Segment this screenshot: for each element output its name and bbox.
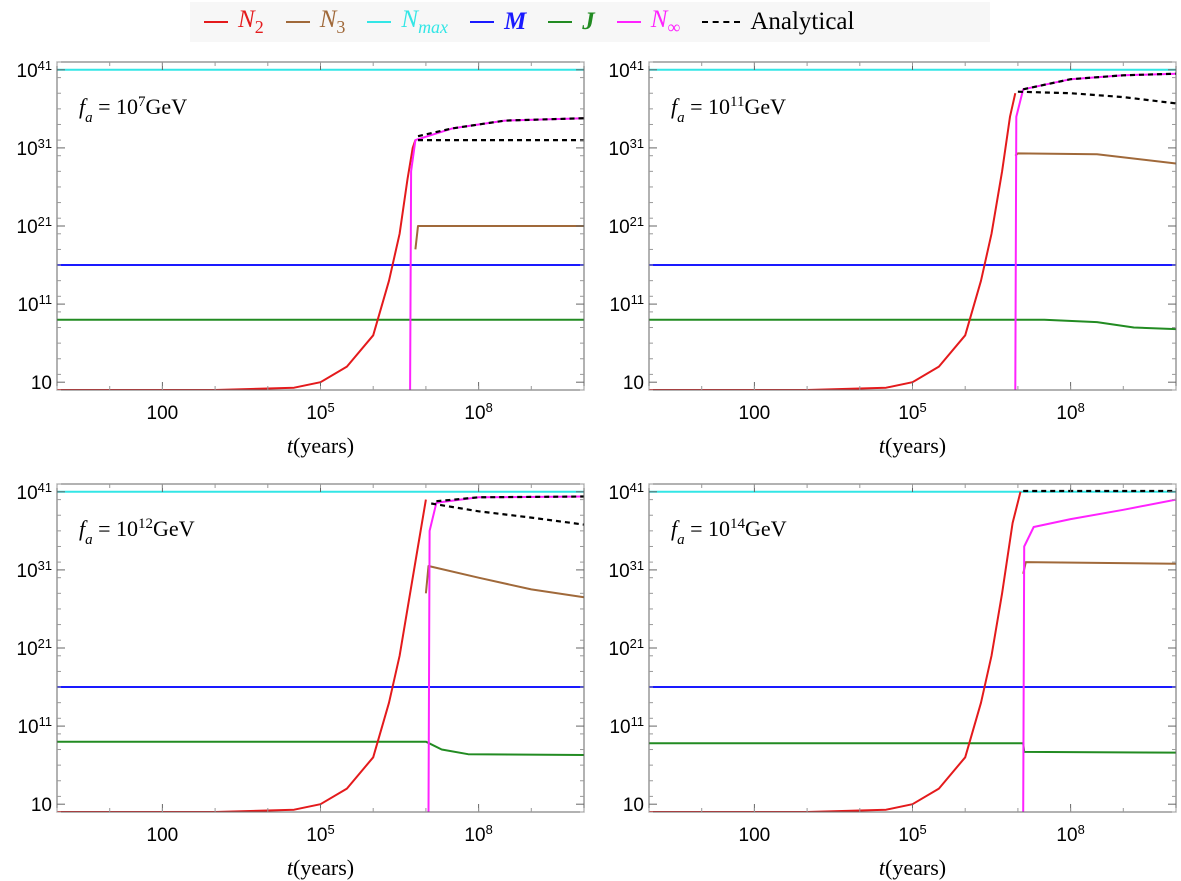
panel-annotation: fa = 1012GeV (79, 516, 195, 548)
series-line-J (57, 740, 584, 756)
series-line-N∞ (1022, 498, 1176, 812)
series-line-N∞ (1014, 72, 1176, 390)
series-line-Analytical (436, 495, 584, 503)
series-line-N₃ (1022, 561, 1176, 575)
legend-label: Analytical (750, 8, 855, 35)
x-tick-label: 105 (898, 400, 926, 425)
x-tick-label: 100 (739, 403, 771, 424)
chart-panel-3: 10 1011 1021 1031 1041 100 105 108 t(years) fa = … (609, 479, 1177, 880)
y-tick-label: 10 (623, 373, 644, 394)
x-tick-label: 100 (147, 403, 179, 424)
y-tick-label: 1031 (609, 557, 645, 582)
series-line-N₂ (649, 92, 1017, 390)
y-tick-label: 10 (623, 795, 644, 816)
x-axis-label: t(years) (287, 855, 354, 880)
legend-item-1: N3 (285, 6, 346, 38)
legend-label: M (504, 8, 527, 35)
x-tick-label: 100 (739, 825, 771, 846)
panel-annotation: fa = 1014GeV (671, 516, 787, 548)
panel-annotation: fa = 107GeV (79, 94, 187, 126)
legend-swatch (702, 21, 741, 23)
x-tick-label: 108 (1056, 822, 1084, 847)
series-line-Analytical (431, 502, 584, 526)
series-line-N₂ (57, 499, 427, 812)
y-tick-label: 1031 (609, 135, 645, 160)
legend-swatch (285, 21, 310, 23)
legend-item-6: Analytical (702, 8, 854, 36)
y-tick-label: 10 (31, 795, 52, 816)
x-tick-label: 108 (464, 400, 492, 425)
x-axis-label: t(years) (879, 433, 946, 458)
x-axis-label: t(years) (287, 433, 354, 458)
series-line-J (649, 742, 1176, 754)
legend-label: J (582, 8, 595, 35)
y-tick-label: 10 (31, 373, 52, 394)
y-tick-label: 1021 (609, 636, 645, 661)
x-tick-label: 108 (1056, 400, 1084, 425)
legend-item-3: M (470, 8, 526, 36)
y-tick-label: 1011 (609, 714, 644, 739)
y-tick-label: 1021 (17, 214, 53, 239)
legend-item-0: N2 (204, 6, 264, 38)
legend-label: N3 (319, 6, 346, 37)
y-tick-label: 1011 (609, 292, 644, 317)
y-tick-label: 1021 (17, 636, 53, 661)
chart-panel-2: 10 1011 1021 1031 1041 100 105 108 t(years) fa = … (17, 479, 585, 880)
y-tick-label: 1041 (17, 479, 53, 504)
series-line-N∞ (427, 495, 584, 812)
series-line-Analytical (1022, 72, 1176, 91)
series-line-N₃ (424, 565, 584, 599)
series-line-N∞ (409, 117, 584, 390)
legend-swatch (367, 21, 392, 23)
legend-label: N∞ (650, 6, 681, 37)
series-line-J (649, 318, 1176, 331)
y-tick-label: 1011 (17, 292, 52, 317)
series-line-Analytical (417, 117, 584, 138)
series-line-Analytical (1017, 90, 1176, 105)
y-tick-label: 1031 (17, 135, 53, 160)
y-tick-label: 1031 (17, 557, 53, 582)
legend-label: Nmax (401, 6, 449, 37)
series-line-N₃ (1014, 152, 1176, 165)
legend-item-4: J (548, 8, 595, 36)
y-tick-label: 1021 (609, 214, 645, 239)
legend: N2 N3 Nmax M J N∞ Analytical (190, 2, 990, 42)
x-tick-label: 108 (464, 822, 492, 847)
y-tick-label: 1041 (609, 479, 645, 504)
y-tick-label: 1011 (17, 714, 52, 739)
y-tick-label: 1041 (609, 57, 645, 82)
x-tick-label: 105 (306, 822, 334, 847)
y-tick-label: 1041 (17, 57, 53, 82)
legend-item-5: N∞ (616, 6, 681, 38)
legend-swatch (470, 21, 495, 23)
x-tick-label: 105 (306, 400, 334, 425)
legend-swatch (616, 21, 641, 23)
legend-swatch (548, 21, 573, 23)
chart-panel-1: 10 1011 1021 1031 1041 100 105 108 t(years) fa = … (609, 57, 1177, 458)
panel-annotation: fa = 1011GeV (671, 94, 786, 126)
legend-item-2: Nmax (367, 6, 448, 38)
x-tick-label: 105 (898, 822, 926, 847)
legend-swatch (204, 21, 228, 23)
x-tick-label: 100 (147, 825, 179, 846)
chart-panel-0: 10 1011 1021 1031 1041 100 105 108 t(years) fa = … (17, 57, 585, 458)
x-axis-label: t(years) (879, 855, 946, 880)
series-line-N₃ (414, 225, 584, 250)
legend-label: N2 (238, 6, 264, 37)
